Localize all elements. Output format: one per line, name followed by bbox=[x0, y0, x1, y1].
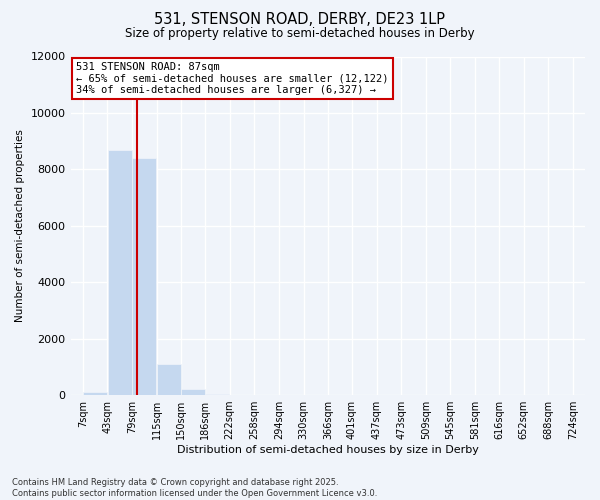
Text: 531 STENSON ROAD: 87sqm
← 65% of semi-detached houses are smaller (12,122)
34% o: 531 STENSON ROAD: 87sqm ← 65% of semi-de… bbox=[76, 62, 389, 96]
Bar bbox=[157, 364, 181, 395]
X-axis label: Distribution of semi-detached houses by size in Derby: Distribution of semi-detached houses by … bbox=[177, 445, 479, 455]
Bar bbox=[107, 150, 132, 395]
Text: 531, STENSON ROAD, DERBY, DE23 1LP: 531, STENSON ROAD, DERBY, DE23 1LP bbox=[155, 12, 445, 28]
Bar bbox=[132, 158, 157, 395]
Bar bbox=[181, 388, 205, 395]
Text: Size of property relative to semi-detached houses in Derby: Size of property relative to semi-detach… bbox=[125, 28, 475, 40]
Bar bbox=[205, 394, 229, 395]
Y-axis label: Number of semi-detached properties: Number of semi-detached properties bbox=[15, 130, 25, 322]
Text: Contains HM Land Registry data © Crown copyright and database right 2025.
Contai: Contains HM Land Registry data © Crown c… bbox=[12, 478, 377, 498]
Bar bbox=[83, 392, 107, 395]
